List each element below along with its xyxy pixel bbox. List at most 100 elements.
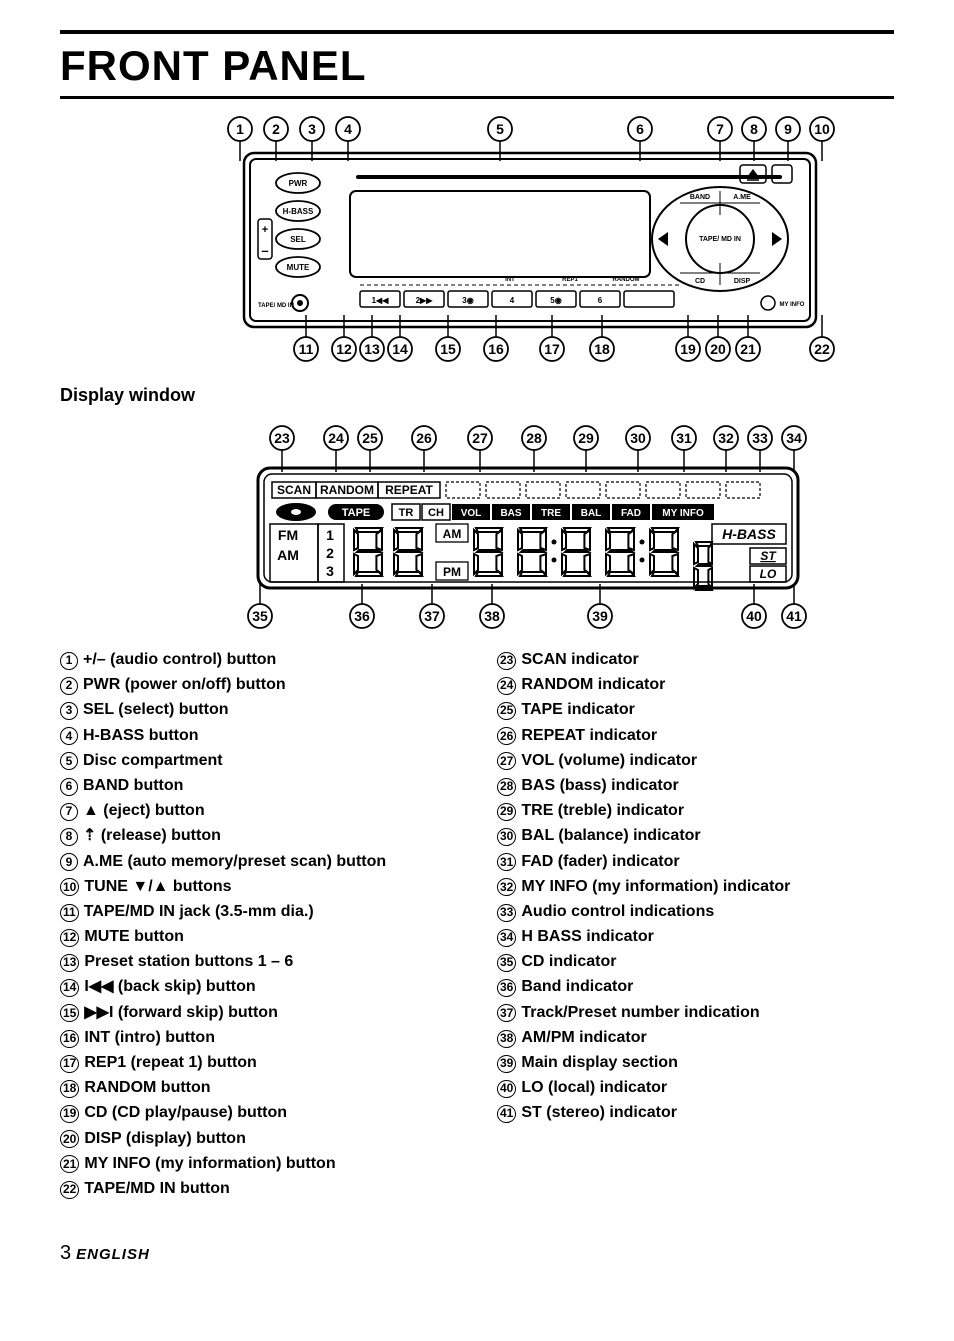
svg-text:MY INFO: MY INFO [780,302,805,308]
legend-item: 30BAL (balance) indicator [497,824,894,847]
svg-text:1: 1 [326,527,334,543]
legend-text: VOL (volume) indicator [521,749,697,772]
svg-text:CH: CH [428,507,444,519]
legend-text: SEL (select) button [83,698,229,721]
legend-item: 41 ST (stereo) indicator [497,1101,894,1124]
svg-text:AM: AM [277,547,299,563]
legend-text: H-BASS button [83,724,199,747]
legend-col-right: 23SCAN indicator24RANDOM indicator25TAPE… [497,648,894,1202]
svg-text:VOL: VOL [461,508,482,519]
svg-text:5◉: 5◉ [550,296,561,305]
legend-text: REPEAT indicator [521,724,657,747]
legend-text: CD (CD play/pause) button [84,1101,287,1124]
legend-item: 31FAD (fader) indicator [497,850,894,873]
legend-number: 18 [60,1080,79,1098]
svg-text:13: 13 [364,341,380,357]
legend-number: 16 [60,1030,79,1048]
legend-number: 11 [60,904,79,922]
legend-number: 17 [60,1055,79,1073]
svg-text:SCAN: SCAN [277,483,311,497]
svg-text:TAPE/ MD IN: TAPE/ MD IN [699,236,741,243]
legend: 1+/– (audio control) button2PWR (power o… [60,648,894,1202]
legend-item: 2PWR (power on/off) button [60,673,457,696]
legend-item: 22 TAPE/MD IN button [60,1177,457,1200]
svg-text:32: 32 [718,430,734,446]
svg-text:CD: CD [695,278,705,285]
legend-number: 34 [497,929,516,947]
legend-number: 41 [497,1105,516,1123]
legend-text: ST (stereo) indicator [521,1101,677,1124]
legend-text: MY INFO (my information) button [84,1152,335,1175]
svg-text:24: 24 [328,430,344,446]
legend-text: REP1 (repeat 1) button [84,1051,256,1074]
svg-text:REPEAT: REPEAT [385,483,433,497]
legend-item: 14I◀◀ (back skip) button [60,975,457,998]
svg-text:33: 33 [752,430,768,446]
svg-text:INT: INT [505,277,515,283]
svg-text:ST: ST [760,549,777,563]
legend-text: PWR (power on/off) button [83,673,286,696]
legend-number: 37 [497,1004,516,1022]
legend-text: A.ME (auto memory/preset scan) button [83,850,386,873]
legend-text: I◀◀ (back skip) button [84,975,255,998]
legend-item: 25TAPE indicator [497,698,894,721]
legend-text: Disc compartment [83,749,223,772]
svg-text:2▶▶: 2▶▶ [416,296,434,305]
legend-item: 35CD indicator [497,950,894,973]
legend-number: 22 [60,1181,79,1199]
legend-item: 27 VOL (volume) indicator [497,749,894,772]
legend-number: 27 [497,752,516,770]
legend-item: 26 REPEAT indicator [497,724,894,747]
svg-text:6: 6 [636,121,644,137]
legend-item: 6BAND button [60,774,457,797]
svg-text:11: 11 [299,341,314,357]
svg-text:2: 2 [272,121,280,137]
legend-number: 23 [497,652,516,670]
legend-item: 15▶▶I (forward skip) button [60,1001,457,1024]
legend-number: 38 [497,1030,516,1048]
legend-number: 19 [60,1105,79,1123]
legend-item: 19 CD (CD play/pause) button [60,1101,457,1124]
legend-number: 15 [60,1004,79,1022]
svg-text:BAS: BAS [500,508,521,519]
svg-text:LO: LO [760,567,777,581]
svg-text:36: 36 [354,608,370,624]
svg-text:FM: FM [278,527,298,543]
legend-number: 36 [497,979,516,997]
legend-item: 23SCAN indicator [497,648,894,671]
legend-number: 10 [60,878,79,896]
legend-number: 12 [60,929,79,947]
svg-text:TRE: TRE [541,508,561,519]
legend-text: AM/PM indicator [521,1026,646,1049]
legend-number: 24 [497,677,516,695]
svg-text:35: 35 [252,608,268,624]
svg-text:3◉: 3◉ [462,296,473,305]
legend-item: 1+/– (audio control) button [60,648,457,671]
legend-item: 4H-BASS button [60,724,457,747]
legend-item: 9A.ME (auto memory/preset scan) button [60,850,457,873]
legend-text: TAPE/MD IN button [84,1177,229,1200]
svg-text:12: 12 [336,341,352,357]
legend-number: 26 [497,727,516,745]
svg-text:H-BASS: H-BASS [283,207,314,216]
page-number: 3 [60,1242,71,1264]
legend-item: 34H BASS indicator [497,925,894,948]
svg-text:23: 23 [274,430,290,446]
svg-text:29: 29 [578,430,594,446]
svg-text:H-BASS: H-BASS [722,526,776,542]
legend-item: 10TUNE ▼/▲ buttons [60,875,457,898]
svg-text:31: 31 [676,430,692,446]
legend-text: CD indicator [521,950,616,973]
legend-item: 18RANDOM button [60,1076,457,1099]
svg-text:16: 16 [488,341,504,357]
svg-text:REP1: REP1 [562,277,578,283]
svg-text:28: 28 [526,430,542,446]
display-window-subhead: Display window [60,385,894,406]
legend-item: 21MY INFO (my information) button [60,1152,457,1175]
svg-text:21: 21 [740,341,756,357]
svg-text:20: 20 [710,341,726,357]
legend-number: 40 [497,1080,516,1098]
svg-text:10: 10 [814,121,830,137]
svg-text:3: 3 [308,121,316,137]
legend-number: 1 [60,652,78,670]
